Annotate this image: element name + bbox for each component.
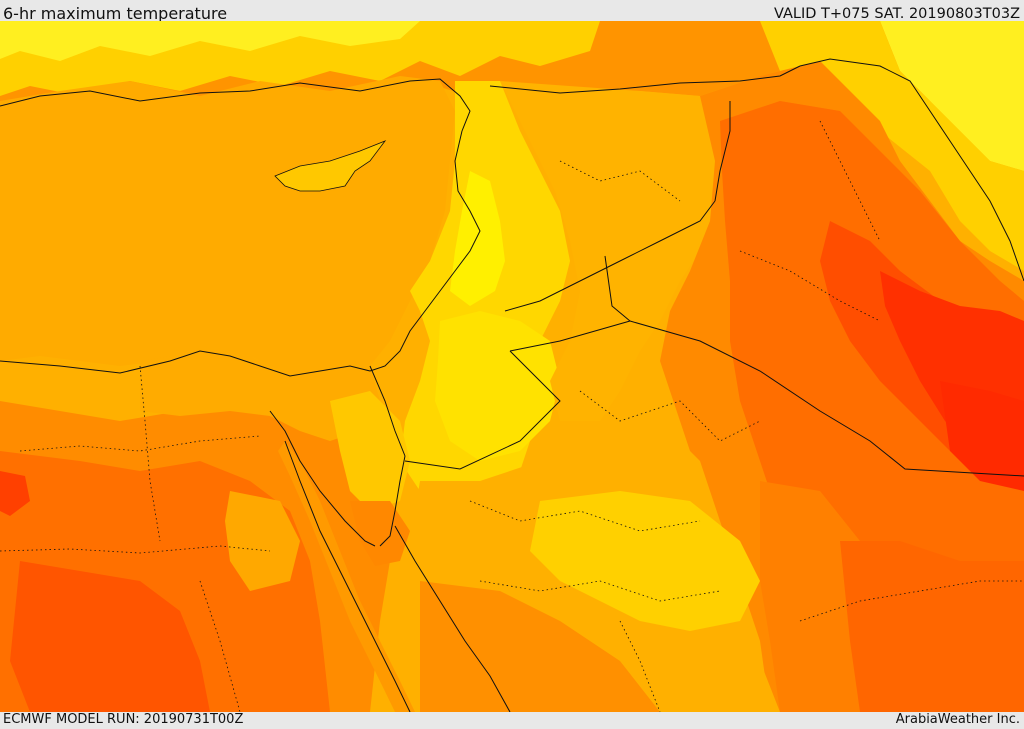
cyprus	[274, 140, 387, 192]
levant-pale	[450, 171, 505, 306]
admin-border-3	[0, 545, 271, 554]
redsea-west-coast	[284, 440, 411, 712]
valid-time: VALID T+075 SAT. 20190803T03Z	[774, 6, 1020, 22]
footer-bar: ECMWF MODEL RUN: 20190731T00Z ArabiaWeat…	[0, 712, 1024, 729]
border-iraq-east	[714, 101, 731, 202]
credit: ArabiaWeather Inc.	[895, 712, 1020, 727]
gulf-of-suez	[269, 410, 376, 547]
gulf-of-aqaba	[379, 455, 406, 547]
border-jordan-saudi	[404, 350, 561, 470]
border-saudi-iraq	[629, 320, 1024, 477]
coastline-levant	[369, 130, 481, 372]
syria-lightorange	[500, 81, 720, 421]
admin-border-5	[579, 390, 761, 442]
admin-border-8	[619, 620, 661, 712]
border-iraq-turkey-iran	[799, 58, 1024, 282]
saudi-orange-south	[420, 581, 660, 712]
jordan-yellow	[435, 311, 560, 461]
egypt-delta-lightorange	[140, 351, 380, 441]
coastline-egypt	[0, 350, 371, 377]
header-bar: 6-hr maximum temperature VALID T+075 SAT…	[0, 0, 1024, 23]
model-run: ECMWF MODEL RUN: 20190731T00Z	[3, 712, 244, 727]
sinai-south-orange	[350, 501, 410, 566]
border-syria-iraq	[504, 200, 716, 312]
redsea-east-coast	[394, 525, 511, 712]
admin-border-1	[139, 365, 161, 542]
mediterranean-sea	[0, 76, 455, 376]
gulf-red	[940, 381, 1024, 491]
border-syria-turkey	[489, 65, 801, 94]
egypt-red-west	[0, 471, 30, 516]
saudi-east-orange	[760, 481, 880, 712]
egypt-redorange	[10, 561, 210, 712]
region-north-pale	[0, 21, 420, 61]
sinai-yellow	[330, 391, 410, 511]
saudi-east-darkorange	[840, 541, 1024, 712]
temperature-map[interactable]	[0, 21, 1024, 712]
admin-border-12	[199, 580, 241, 712]
egypt-lightorange-patch	[225, 491, 300, 591]
coastline-turkey	[0, 78, 471, 132]
saudi-yellow-patch	[530, 491, 760, 631]
map-title: 6-hr maximum temperature	[3, 4, 228, 23]
admin-border-7	[479, 580, 721, 602]
red-sea	[278, 441, 415, 712]
region-northeast-pale	[880, 21, 1024, 171]
border-egypt-israel	[369, 365, 406, 457]
admin-border-6	[469, 500, 701, 532]
